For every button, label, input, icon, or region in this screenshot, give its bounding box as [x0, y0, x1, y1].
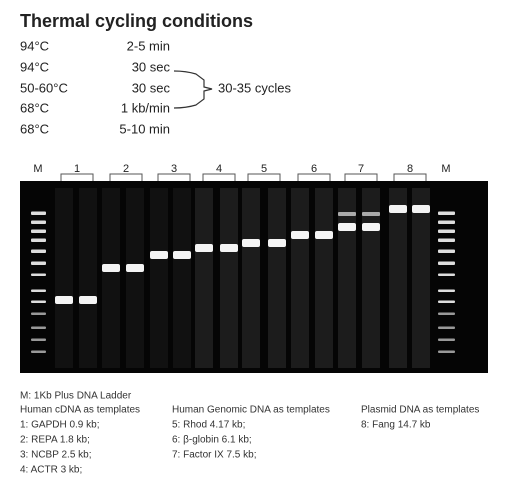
- dna-band: [412, 205, 430, 213]
- lane-label: 6: [311, 163, 317, 175]
- step-time: 30 sec: [132, 80, 171, 95]
- step-temp: 68°C: [20, 121, 49, 136]
- ladder-band: [31, 301, 46, 304]
- legend-item: 8: Fang 14.7 kb: [361, 420, 431, 431]
- dna-band: [79, 296, 97, 304]
- legend-item: 2: REPA 1.8 kb;: [20, 435, 90, 446]
- smear: [220, 188, 238, 368]
- smear: [389, 188, 407, 368]
- cycles-label: 30-35 cycles: [218, 80, 291, 95]
- ladder-band: [31, 239, 46, 243]
- lane-label: 7: [358, 163, 364, 175]
- smear: [268, 188, 286, 368]
- step-time: 30 sec: [132, 59, 171, 74]
- title: Thermal cycling conditions: [20, 11, 253, 31]
- lane-label: M: [33, 163, 42, 175]
- step-temp: 94°C: [20, 38, 49, 53]
- legend-item: 7: Factor IX 7.5 kb;: [172, 450, 256, 461]
- legend-item: 5: Rhod 4.17 kb;: [172, 420, 245, 431]
- lane-label: 5: [261, 163, 267, 175]
- ladder-band: [31, 230, 46, 234]
- ladder-band: [438, 230, 455, 234]
- figure: Thermal cycling conditions 30-35 cycles …: [0, 0, 508, 484]
- lane-label: 1: [74, 163, 80, 175]
- dna-band: [242, 239, 260, 247]
- ladder-band: [31, 313, 46, 316]
- legend-item: 1: GAPDH 0.9 kb;: [20, 420, 99, 431]
- ladder-band: [31, 250, 46, 254]
- smear: [315, 188, 333, 368]
- lane-label: 8: [407, 163, 413, 175]
- step-temp: 94°C: [20, 59, 49, 74]
- dna-band: [102, 264, 120, 272]
- dna-band-faint: [362, 212, 380, 216]
- dna-band: [291, 231, 309, 239]
- ladder-band: [31, 212, 46, 216]
- dna-band-faint: [338, 212, 356, 216]
- lane-label: M: [441, 163, 450, 175]
- ladder-band: [438, 313, 455, 316]
- legend-ladder: M: 1Kb Plus DNA Ladder: [20, 391, 132, 402]
- dna-band: [150, 251, 168, 259]
- smear: [195, 188, 213, 368]
- smear: [242, 188, 260, 368]
- ladder-band: [438, 327, 455, 330]
- dna-band: [126, 264, 144, 272]
- ladder-band: [31, 221, 46, 225]
- ladder-band: [438, 212, 455, 216]
- smear: [412, 188, 430, 368]
- dna-band: [338, 223, 356, 231]
- lane-label: 2: [123, 163, 129, 175]
- dna-band: [195, 244, 213, 252]
- body: Thermal cycling conditions 30-35 cycles …: [0, 0, 508, 484]
- ladder-band: [438, 301, 455, 304]
- ladder-band: [438, 239, 455, 243]
- smear: [291, 188, 309, 368]
- step-temp: 50-60°C: [20, 80, 68, 95]
- ladder-band: [31, 290, 46, 293]
- step-time: 5-10 min: [119, 121, 170, 136]
- ladder-band: [438, 262, 455, 266]
- smear: [126, 188, 144, 368]
- ladder-band: [438, 339, 455, 342]
- legend-heading: Human Genomic DNA as templates: [172, 405, 330, 416]
- lane-label: 3: [171, 163, 177, 175]
- legend-heading: Human cDNA as templates: [20, 405, 140, 416]
- smear: [102, 188, 120, 368]
- dna-band: [389, 205, 407, 213]
- smear: [173, 188, 191, 368]
- ladder-band: [438, 221, 455, 225]
- gel-bands: [31, 188, 455, 368]
- legend-item: 4: ACTR 3 kb;: [20, 465, 82, 476]
- ladder-band: [438, 250, 455, 254]
- page: {"title": "Thermal cycling conditions", …: [0, 0, 508, 484]
- smear: [150, 188, 168, 368]
- ladder-band: [31, 262, 46, 266]
- ladder-band: [438, 351, 455, 354]
- ladder-band: [31, 274, 46, 277]
- step-temp: 68°C: [20, 100, 49, 115]
- ladder-band: [31, 339, 46, 342]
- dna-band: [268, 239, 286, 247]
- legend-item: 6: β-globin 6.1 kb;: [172, 435, 252, 446]
- step-time: 2-5 min: [127, 38, 170, 53]
- dna-band: [55, 296, 73, 304]
- dna-band: [173, 251, 191, 259]
- dna-band: [362, 223, 380, 231]
- ladder-band: [438, 290, 455, 293]
- legend-item: 3: NCBP 2.5 kb;: [20, 450, 92, 461]
- legend-heading: Plasmid DNA as templates: [361, 405, 479, 416]
- ladder-band: [31, 351, 46, 354]
- dna-band: [220, 244, 238, 252]
- ladder-band: [438, 274, 455, 277]
- step-time: 1 kb/min: [121, 100, 170, 115]
- lane-label: 4: [216, 163, 222, 175]
- smear: [79, 188, 97, 368]
- smear: [55, 188, 73, 368]
- dna-band: [315, 231, 333, 239]
- ladder-band: [31, 327, 46, 330]
